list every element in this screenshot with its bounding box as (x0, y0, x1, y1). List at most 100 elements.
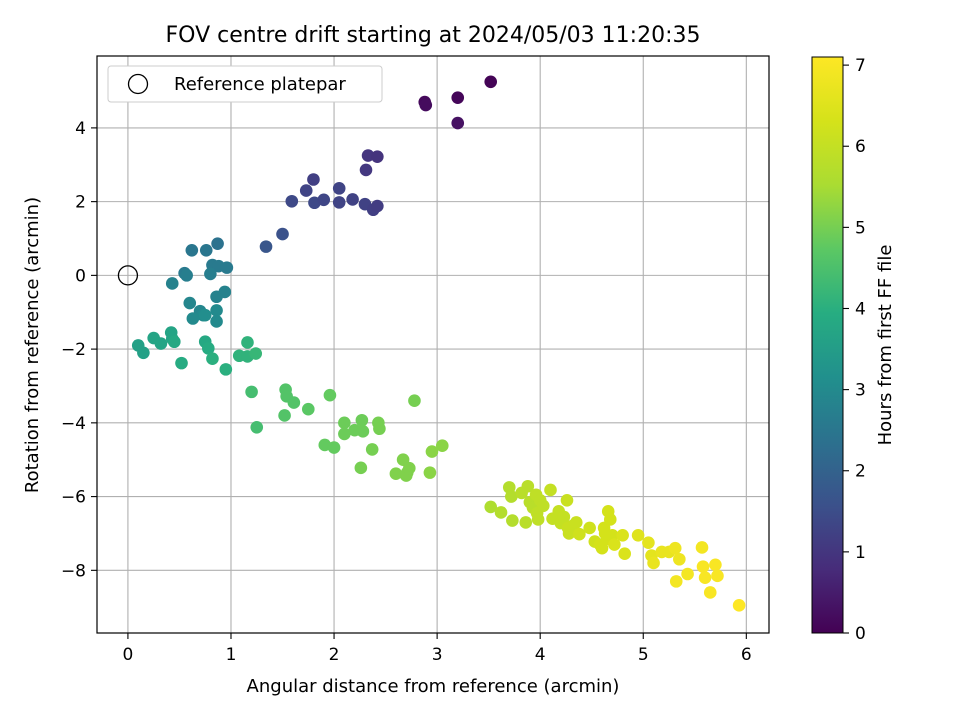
data-point (278, 409, 291, 422)
data-point (595, 541, 609, 555)
data-point (241, 336, 254, 349)
data-point (218, 285, 232, 299)
colorbar-tick-label: 2 (855, 462, 866, 482)
data-point (186, 312, 200, 325)
x-tick-label: 6 (741, 645, 752, 665)
data-point (423, 466, 437, 479)
y-tick-label: 4 (75, 119, 86, 139)
data-point (668, 541, 682, 555)
data-point (137, 346, 150, 360)
data-point (276, 227, 289, 241)
colorbar-tick-label: 6 (855, 137, 866, 157)
data-points (131, 75, 746, 612)
x-tick-label: 2 (329, 645, 340, 665)
data-point (505, 490, 518, 503)
data-point (669, 575, 683, 588)
reference-platepar-marker (117, 265, 139, 286)
data-point (219, 363, 233, 376)
legend-label: Reference platepar (174, 74, 346, 95)
colorbar: 0 1 2 3 4 5 6 7 Hours from first FF file (811, 56, 896, 644)
colorbar-tick-label: 3 (855, 381, 866, 401)
data-point (519, 516, 533, 529)
data-point (361, 149, 375, 162)
data-point (338, 427, 351, 441)
data-point (389, 467, 403, 481)
y-tick-label: −6 (61, 488, 86, 508)
data-point (408, 394, 421, 408)
colorbar-tick-label: 4 (855, 299, 866, 319)
data-point (346, 193, 359, 206)
data-point (202, 342, 215, 355)
data-point (185, 243, 199, 257)
data-point (494, 506, 508, 519)
data-point (484, 500, 498, 514)
legend-box (107, 65, 383, 103)
colorbar-tick-label: 5 (855, 218, 866, 238)
colorbar-label: Hours from first FF file (875, 245, 896, 446)
data-point (165, 277, 179, 290)
data-point (631, 528, 645, 542)
data-point (709, 558, 722, 572)
data-point (371, 199, 384, 213)
y-tick-label: −8 (61, 561, 86, 581)
data-point (245, 385, 258, 399)
data-point (531, 513, 545, 526)
data-point (732, 599, 746, 612)
data-point (323, 388, 337, 402)
colorbar-tick-label: 0 (855, 624, 866, 644)
data-point (536, 499, 550, 513)
colorbar-tick-label: 7 (855, 56, 866, 76)
data-point (250, 420, 264, 434)
legend: Reference platepar (107, 65, 383, 103)
data-point (168, 335, 181, 349)
data-point (332, 196, 346, 209)
data-point (544, 483, 557, 497)
data-point (198, 308, 212, 322)
data-point (211, 237, 224, 250)
data-point (210, 304, 223, 317)
x-tick-label: 1 (226, 645, 237, 665)
data-point (307, 173, 320, 186)
data-point (560, 493, 574, 507)
data-point (681, 567, 694, 581)
x-tick-label: 3 (432, 645, 443, 665)
data-point (603, 513, 617, 526)
data-point (569, 516, 583, 529)
data-point (583, 521, 596, 535)
data-point (419, 98, 433, 112)
data-point (204, 267, 217, 281)
data-point (703, 586, 717, 599)
x-tick-label: 4 (535, 645, 546, 665)
data-point (301, 402, 315, 416)
data-point (435, 439, 449, 453)
data-point (673, 552, 686, 566)
x-axis-label: Angular distance from reference (arcmin) (247, 676, 620, 697)
data-point (356, 425, 370, 438)
data-point (154, 337, 168, 350)
data-point (355, 413, 369, 427)
data-point (249, 347, 263, 360)
data-point (521, 479, 535, 493)
data-point (425, 445, 439, 458)
data-point (373, 422, 386, 436)
x-tick-label: 5 (638, 645, 649, 665)
data-point (642, 536, 655, 549)
data-point (402, 461, 416, 475)
data-point (695, 541, 709, 554)
data-point (451, 116, 465, 130)
data-point (338, 416, 351, 430)
data-point (287, 396, 301, 409)
data-point (299, 184, 313, 197)
data-point (616, 528, 629, 542)
data-point (354, 461, 368, 475)
data-point (259, 240, 273, 253)
x-tick-label: 0 (123, 645, 134, 665)
data-point (183, 296, 197, 310)
data-point (371, 150, 384, 163)
data-point (618, 547, 632, 561)
y-axis-ticks: −8 −6 −4 −2 0 2 4 (61, 119, 97, 581)
x-axis-ticks: 0 1 2 3 4 5 6 (123, 633, 752, 665)
plot-frame (96, 55, 770, 634)
data-point (557, 510, 571, 524)
